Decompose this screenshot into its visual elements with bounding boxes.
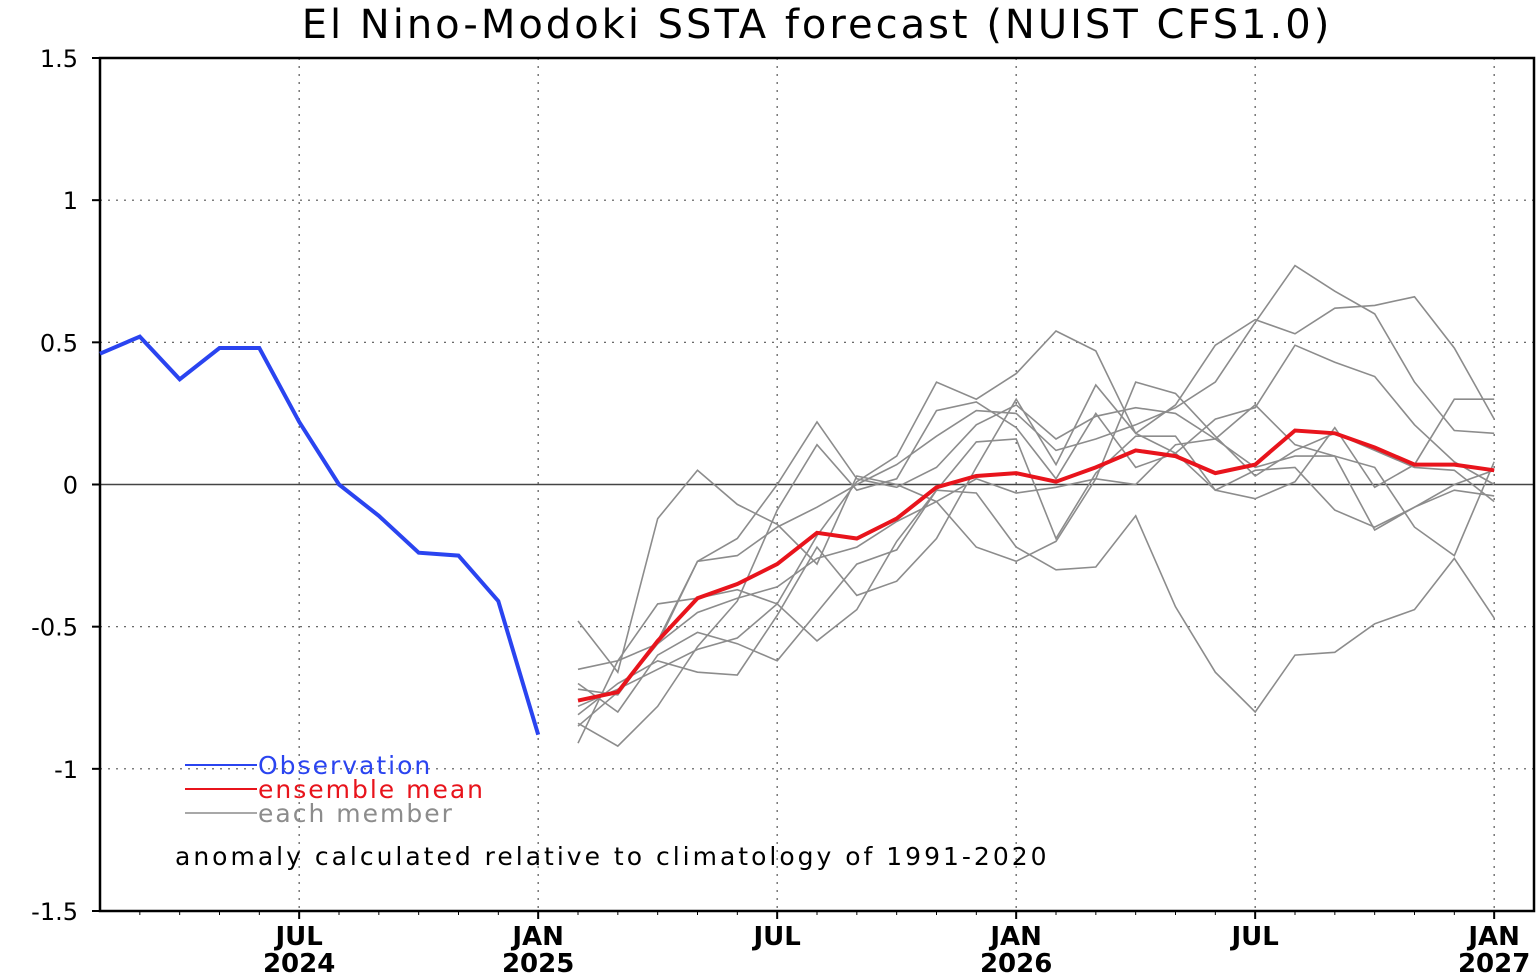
member-line-4 — [577, 383, 1495, 716]
member-line-8 — [577, 435, 1495, 714]
member-line-3 — [577, 264, 1495, 696]
x-tick-year-label: 2026 — [980, 949, 1052, 974]
legend-ensemble-mean-label: ensemble mean — [258, 775, 485, 804]
plot-frame — [98, 56, 1536, 913]
x-tick-month-label: JUL — [751, 922, 800, 952]
observation-line — [99, 334, 541, 736]
y-tick-label: -1.5 — [31, 898, 78, 926]
y-tick-label: 1 — [63, 187, 78, 215]
member-line-7 — [577, 403, 1495, 744]
x-tick-month-label: JUL — [1229, 922, 1278, 952]
y-tick-label: 1.5 — [40, 45, 78, 73]
member-lines — [577, 264, 1495, 748]
x-tick-month-label: JAN — [1466, 922, 1520, 952]
y-tick-label: 0 — [63, 472, 78, 500]
observation-series — [99, 334, 541, 736]
y-tick-label: -1 — [54, 756, 78, 784]
y-tick-label: -0.5 — [31, 614, 78, 642]
legend-each-member-label: each member — [258, 799, 454, 828]
member-line-1 — [577, 489, 1495, 714]
ensemble-mean-line — [577, 428, 1495, 703]
legend-observation-label: Observation — [258, 751, 432, 780]
y-tick-label: 0.5 — [40, 329, 78, 357]
ensemble-mean-series — [577, 428, 1495, 703]
x-tick-month-label: JAN — [510, 922, 564, 952]
member-line-5 — [577, 344, 1495, 748]
x-tick-month-label: JAN — [988, 922, 1042, 952]
climatology-note: anomaly calculated relative to climatolo… — [175, 842, 1050, 871]
x-tick-year-label: 2027 — [1458, 949, 1530, 974]
chart-title: El Nino-Modoki SSTA forecast (NUIST CFS1… — [302, 2, 1333, 48]
x-tick-year-label: 2024 — [263, 949, 335, 974]
x-tick-month-label: JUL — [273, 922, 322, 952]
member-line-6 — [577, 295, 1495, 708]
member-line-9 — [577, 438, 1495, 727]
x-tick-year-label: 2025 — [502, 949, 574, 974]
member-line-2 — [577, 381, 1495, 674]
